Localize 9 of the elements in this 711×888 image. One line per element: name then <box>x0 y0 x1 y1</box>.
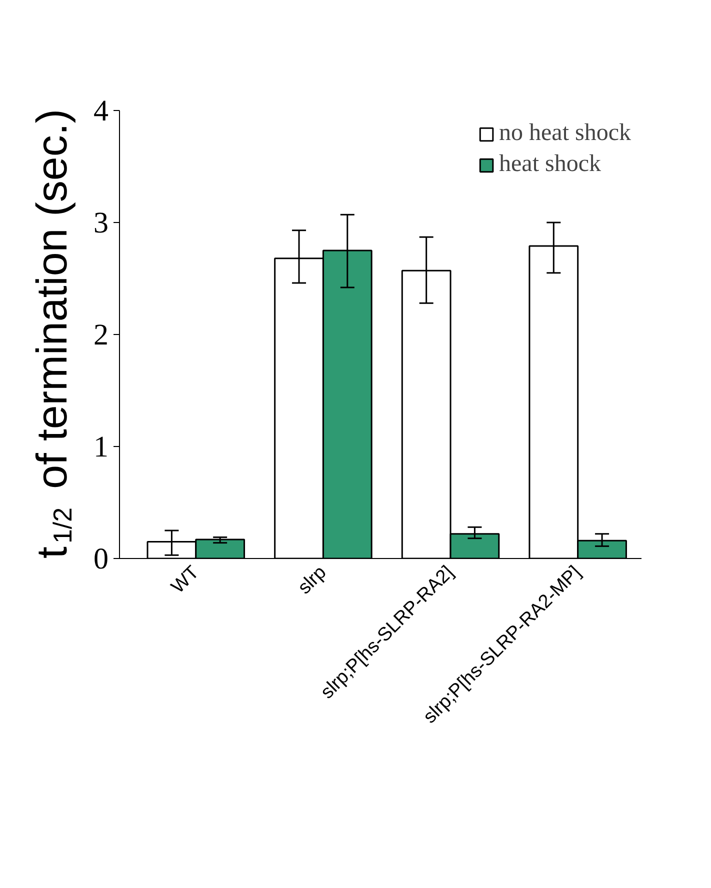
y-tick-label: 1 <box>94 430 108 464</box>
y-tick-label: 0 <box>94 542 108 576</box>
y-tick-label: 2 <box>94 318 108 352</box>
y-axis-title: t1/2 of termination (sec.) <box>28 108 78 558</box>
y-tick-label: 4 <box>94 94 108 128</box>
legend-label: no heat shock <box>499 120 631 147</box>
x-tick-label: WT <box>168 562 204 598</box>
y-tick-label: 3 <box>94 206 108 240</box>
legend-label: heat shock <box>499 151 601 178</box>
